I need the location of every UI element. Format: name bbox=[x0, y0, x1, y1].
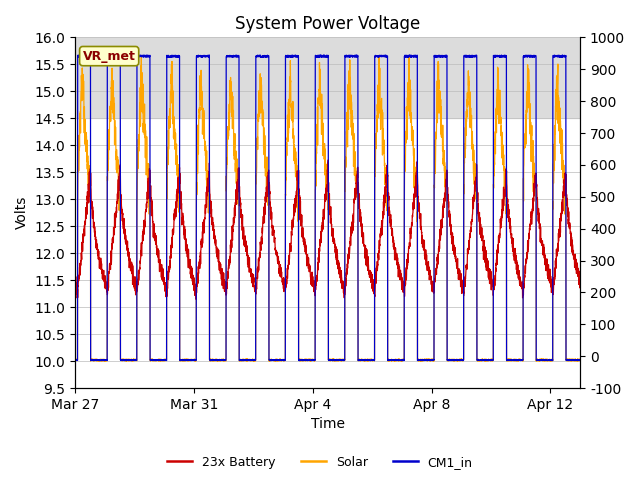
Title: System Power Voltage: System Power Voltage bbox=[235, 15, 420, 33]
Y-axis label: Volts: Volts bbox=[15, 196, 29, 229]
Text: VR_met: VR_met bbox=[83, 49, 136, 62]
X-axis label: Time: Time bbox=[310, 418, 345, 432]
Bar bbox=[75, 32, 580, 118]
Legend: 23x Battery, Solar, CM1_in: 23x Battery, Solar, CM1_in bbox=[163, 451, 477, 474]
